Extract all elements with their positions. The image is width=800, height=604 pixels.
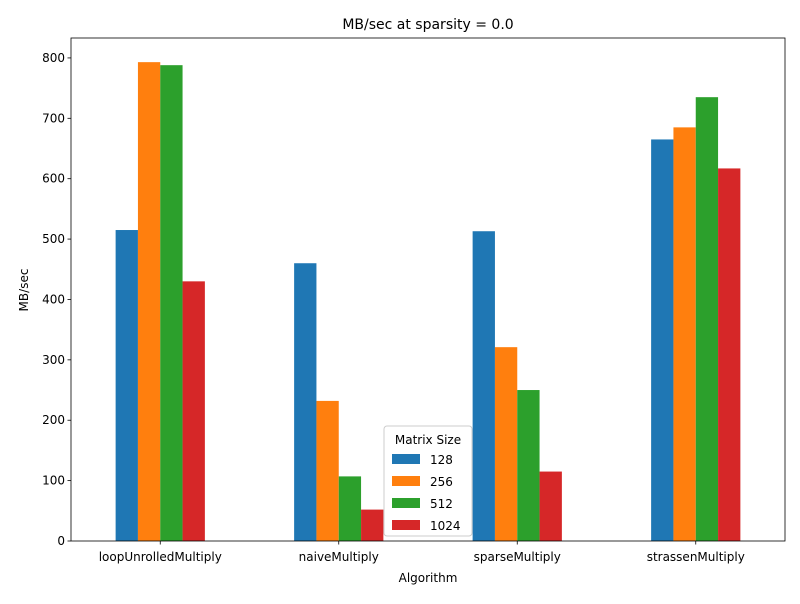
y-axis-ticks: 0 100 200 300 400 500 600 700 800 — [42, 51, 71, 548]
legend: Matrix Size 128 256 512 1024 — [383, 425, 473, 537]
legend-swatch — [392, 520, 420, 530]
legend-label: 1024 — [430, 519, 461, 533]
bar — [718, 168, 741, 541]
legend-label: 128 — [430, 453, 453, 467]
bar — [695, 97, 719, 542]
plot-frame — [70, 37, 786, 542]
y-tick-label: 600 — [42, 172, 65, 186]
legend-swatch — [392, 498, 420, 508]
x-tick-label: naiveMultiply — [299, 550, 379, 564]
bar — [137, 62, 161, 542]
legend-title: Matrix Size — [395, 433, 461, 447]
y-tick-label: 0 — [57, 534, 65, 548]
bar — [472, 231, 495, 541]
y-tick-label: 400 — [42, 292, 65, 306]
bars-group — [115, 62, 741, 542]
x-tick-label: strassenMultiply — [647, 550, 745, 564]
bar — [673, 127, 696, 542]
bar — [338, 476, 362, 541]
legend-label: 256 — [430, 475, 453, 489]
x-tick-label: loopUnrolledMultiply — [99, 550, 222, 564]
legend-swatch — [392, 476, 420, 486]
y-tick-label: 300 — [42, 353, 65, 367]
bar — [182, 281, 205, 541]
legend-swatch — [392, 454, 420, 464]
bar — [651, 139, 674, 541]
y-tick-label: 800 — [42, 51, 65, 65]
bar — [494, 347, 518, 541]
bar — [160, 65, 183, 542]
x-axis-label: Algorithm — [399, 571, 458, 585]
bar — [294, 263, 317, 541]
bar — [539, 471, 562, 541]
legend-label: 512 — [430, 497, 453, 511]
y-tick-label: 700 — [42, 111, 65, 125]
bar — [361, 509, 384, 541]
chart-title: MB/sec at sparsity = 0.0 — [342, 17, 513, 33]
legend-box — [383, 425, 473, 537]
y-axis-label: MB/sec — [17, 269, 31, 312]
bar — [115, 230, 138, 541]
y-tick-label: 200 — [42, 413, 65, 427]
y-tick-label: 100 — [42, 474, 65, 488]
x-axis-ticks: loopUnrolledMultiply naiveMultiply sparseM… — [99, 541, 745, 564]
bar — [517, 390, 540, 541]
y-tick-label: 500 — [42, 232, 65, 246]
bar — [316, 400, 339, 541]
x-tick-label: sparseMultiply — [474, 550, 561, 564]
